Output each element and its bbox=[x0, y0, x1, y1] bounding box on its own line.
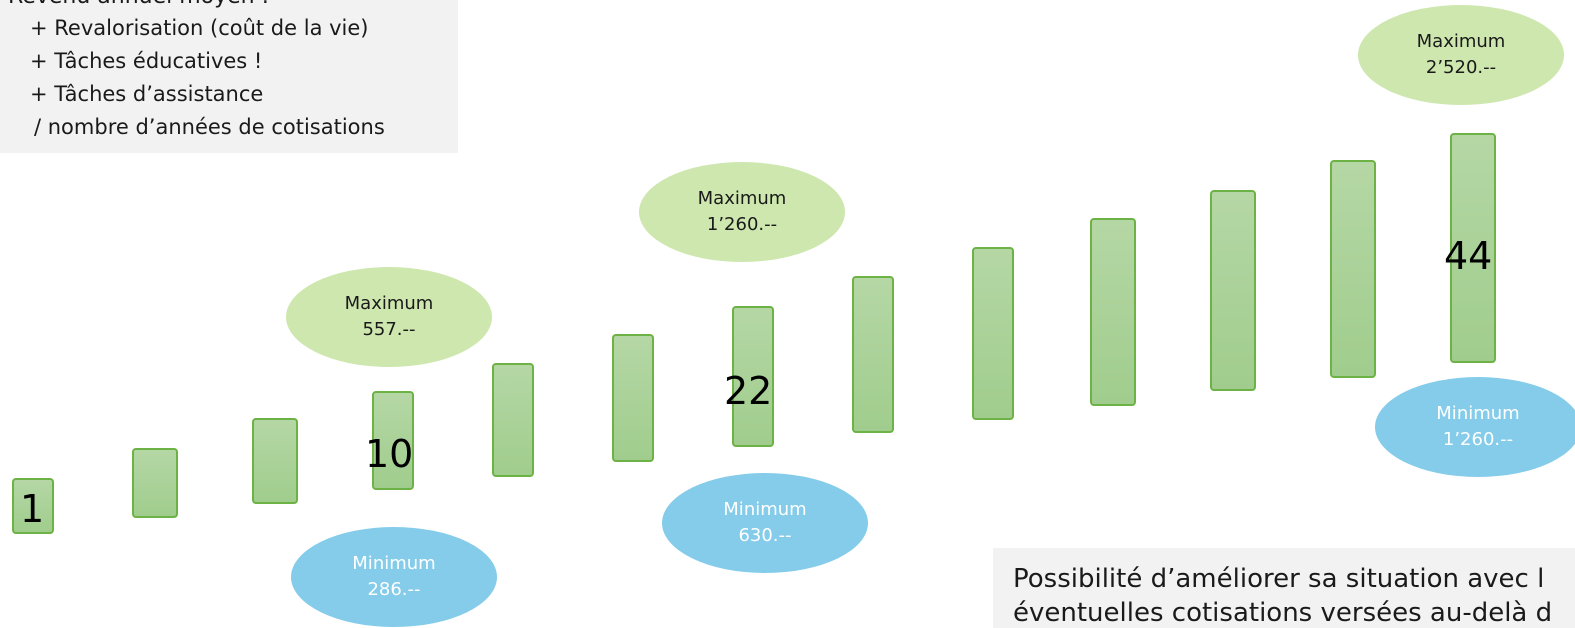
improvement-note-line-1: Possibilité d’améliorer sa situation ave… bbox=[1013, 564, 1545, 594]
minimum-bubble-1: Minimum 286.-- bbox=[291, 527, 497, 627]
minimum-bubble-2-value: 630.-- bbox=[738, 525, 792, 546]
bar-5 bbox=[492, 363, 534, 477]
maximum-bubble-2-title: Maximum bbox=[697, 187, 787, 209]
minimum-bubble-2-title: Minimum bbox=[723, 498, 807, 520]
bar-8 bbox=[852, 276, 894, 433]
minimum-bubble-2: Minimum 630.-- bbox=[662, 473, 868, 573]
bar-9 bbox=[972, 247, 1014, 420]
bar-4 bbox=[372, 391, 414, 490]
minimum-bubble-3: Minimum 1’260.-- bbox=[1375, 377, 1575, 477]
maximum-bubble-3: Maximum 2’520.-- bbox=[1358, 5, 1564, 105]
minimum-bubble-1-value: 286.-- bbox=[367, 579, 421, 600]
bar-label-first: 1 bbox=[20, 487, 45, 531]
contribution-years-line: / nombre d’années de cotisations bbox=[34, 115, 385, 139]
bar-label-twentysecond: 22 bbox=[724, 369, 773, 413]
maximum-bubble-2: Maximum 1’260.-- bbox=[639, 162, 845, 262]
maximum-bubble-1-title: Maximum bbox=[344, 292, 434, 314]
maximum-bubble-1-value: 557.-- bbox=[362, 319, 416, 340]
average-income-box: Revenu annuel moyen : + Revalorisation (… bbox=[0, 0, 458, 153]
maximum-bubble-3-value: 2’520.-- bbox=[1425, 57, 1497, 78]
bar-label-tenth: 10 bbox=[365, 432, 414, 476]
improvement-note-box: Possibilité d’améliorer sa situation ave… bbox=[993, 548, 1575, 628]
bar-3 bbox=[252, 418, 298, 504]
bar-label-last: 44 bbox=[1444, 234, 1493, 278]
maximum-bubble-1: Maximum 557.-- bbox=[286, 267, 492, 367]
bar-12 bbox=[1330, 160, 1376, 378]
bar-10 bbox=[1090, 218, 1136, 406]
maximum-bubble-2-value: 1’260.-- bbox=[706, 214, 778, 235]
revalorisation-line: + Revalorisation (coût de la vie) bbox=[30, 16, 369, 40]
bar-11 bbox=[1210, 190, 1256, 391]
bar-1 bbox=[12, 478, 54, 534]
bar-13 bbox=[1450, 133, 1496, 363]
minimum-bubble-1-title: Minimum bbox=[352, 552, 436, 574]
bar-7 bbox=[732, 306, 774, 447]
educational-tasks-line: + Tâches éducatives ! bbox=[30, 49, 263, 73]
minimum-bubble-3-title: Minimum bbox=[1436, 402, 1520, 424]
maximum-bubble-3-title: Maximum bbox=[1416, 30, 1506, 52]
average-income-title: Revenu annuel moyen : bbox=[8, 0, 269, 9]
minimum-bubble-3-value: 1’260.-- bbox=[1442, 429, 1514, 450]
bar-2 bbox=[132, 448, 178, 518]
improvement-note-line-2: éventuelles cotisations versées au-delà … bbox=[1013, 598, 1553, 628]
assistance-tasks-line: + Tâches d’assistance bbox=[30, 82, 264, 106]
bar-6 bbox=[612, 334, 654, 462]
